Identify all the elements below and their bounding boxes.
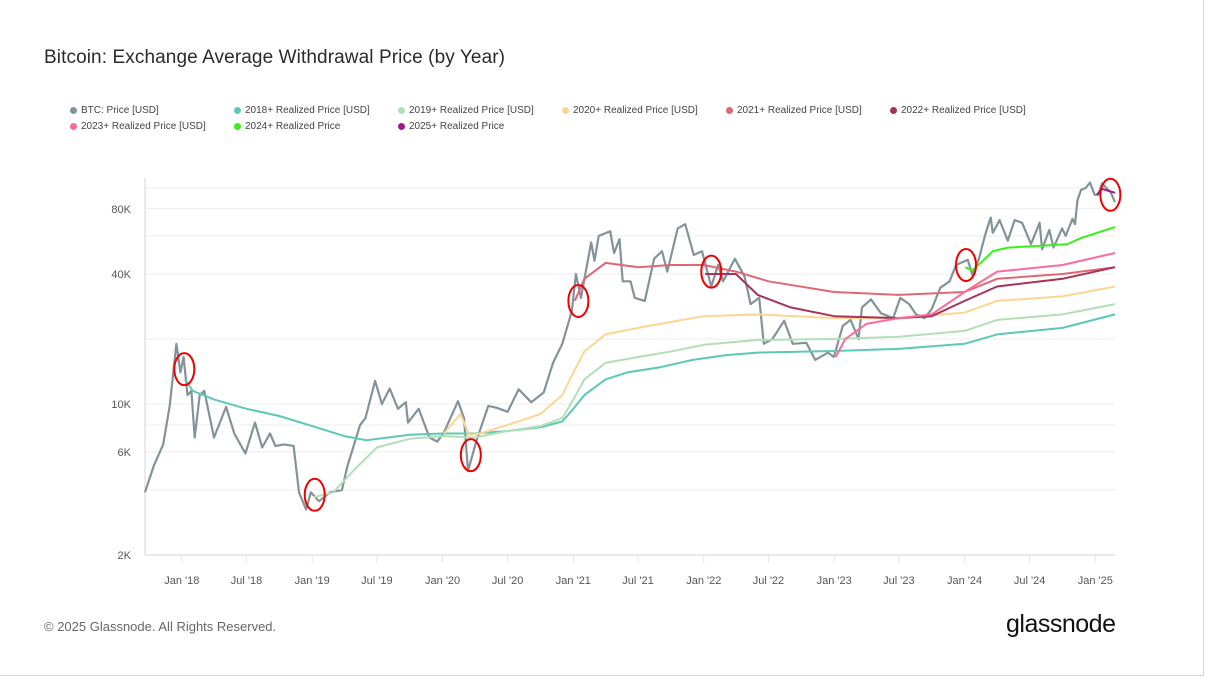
- legend-dot-icon: [398, 123, 405, 130]
- annotation-circle: [173, 352, 196, 387]
- annotation-circle: [955, 248, 978, 283]
- x-tick-label: Jan '18: [164, 575, 199, 587]
- x-tick-label: Jan '19: [295, 575, 330, 587]
- series-line-2019-realized-price: [313, 303, 1116, 499]
- legend-dot-icon: [234, 123, 241, 130]
- x-tick-label: Jan '23: [817, 575, 852, 587]
- x-tick-label: Jul '23: [883, 575, 914, 587]
- series-line-2025-realized-price: [1096, 187, 1116, 196]
- series-line-btc-price: [143, 181, 1117, 511]
- y-tick-label: 80K: [111, 204, 131, 216]
- legend-item[interactable]: 2020+ Realized Price [USD]: [562, 105, 698, 116]
- annotation-circle: [303, 477, 326, 512]
- legend-dot-icon: [726, 107, 733, 114]
- annotation-circle: [567, 283, 590, 318]
- annotation-circle: [700, 254, 723, 289]
- legend-label: BTC: Price [USD]: [81, 105, 159, 116]
- annotation-circle: [1099, 177, 1122, 212]
- y-tick-label: 40K: [111, 269, 131, 281]
- legend-label: 2024+ Realized Price: [245, 121, 341, 132]
- legend-item[interactable]: 2021+ Realized Price [USD]: [726, 105, 862, 116]
- legend-item[interactable]: 2025+ Realized Price: [398, 121, 504, 132]
- x-tick-label: Jan '24: [947, 575, 982, 587]
- chart-title: Bitcoin: Exchange Average Withdrawal Pri…: [44, 47, 506, 68]
- x-tick-label: Jan '20: [425, 575, 460, 587]
- legend-dot-icon: [562, 107, 569, 114]
- copyright-text: © 2025 Glassnode. All Rights Reserved.: [44, 619, 277, 634]
- glassnode-logo: glassnode: [1006, 610, 1116, 638]
- legend-item[interactable]: 2024+ Realized Price: [234, 121, 340, 132]
- y-tick-label: 6K: [118, 447, 132, 459]
- legend-dot-icon: [890, 107, 897, 114]
- legend-label: 2022+ Realized Price [USD]: [901, 105, 1026, 116]
- legend-item[interactable]: BTC: Price [USD]: [70, 105, 159, 116]
- legend-dot-icon: [398, 107, 405, 114]
- legend-label: 2020+ Realized Price [USD]: [573, 105, 698, 116]
- legend-label: 2025+ Realized Price: [409, 121, 505, 132]
- series-line-2023-realized-price: [834, 252, 1116, 358]
- legend-label: 2019+ Realized Price [USD]: [409, 105, 534, 116]
- x-tick-label: Jul '18: [231, 575, 262, 587]
- series-line-2018-realized-price: [184, 313, 1116, 442]
- legend-item[interactable]: 2018+ Realized Price [USD]: [234, 105, 370, 116]
- series-line-2021-realized-price: [573, 261, 1116, 302]
- legend-item[interactable]: 2023+ Realized Price [USD]: [70, 121, 206, 132]
- legend-dot-icon: [70, 107, 77, 114]
- y-tick-label: 2K: [118, 550, 132, 562]
- legend-dot-icon: [234, 107, 241, 114]
- x-tick-label: Jul '24: [1014, 575, 1045, 587]
- annotation-circle: [459, 438, 482, 473]
- x-tick-label: Jan '25: [1078, 575, 1113, 587]
- series-line-2020-realized-price: [443, 285, 1116, 436]
- y-tick-label: 10K: [111, 399, 131, 411]
- x-tick-label: Jul '22: [753, 575, 784, 587]
- legend-dot-icon: [70, 123, 77, 130]
- x-tick-label: Jul '21: [622, 575, 653, 587]
- x-tick-label: Jan '21: [556, 575, 591, 587]
- x-tick-label: Jul '19: [361, 575, 392, 587]
- legend-item[interactable]: 2022+ Realized Price [USD]: [890, 105, 1026, 116]
- x-tick-label: Jul '20: [492, 575, 523, 587]
- x-tick-label: Jan '22: [686, 575, 721, 587]
- legend-label: 2021+ Realized Price [USD]: [737, 105, 862, 116]
- legend-label: 2023+ Realized Price [USD]: [81, 121, 206, 132]
- legend-item[interactable]: 2019+ Realized Price [USD]: [398, 105, 534, 116]
- legend-label: 2018+ Realized Price [USD]: [245, 105, 370, 116]
